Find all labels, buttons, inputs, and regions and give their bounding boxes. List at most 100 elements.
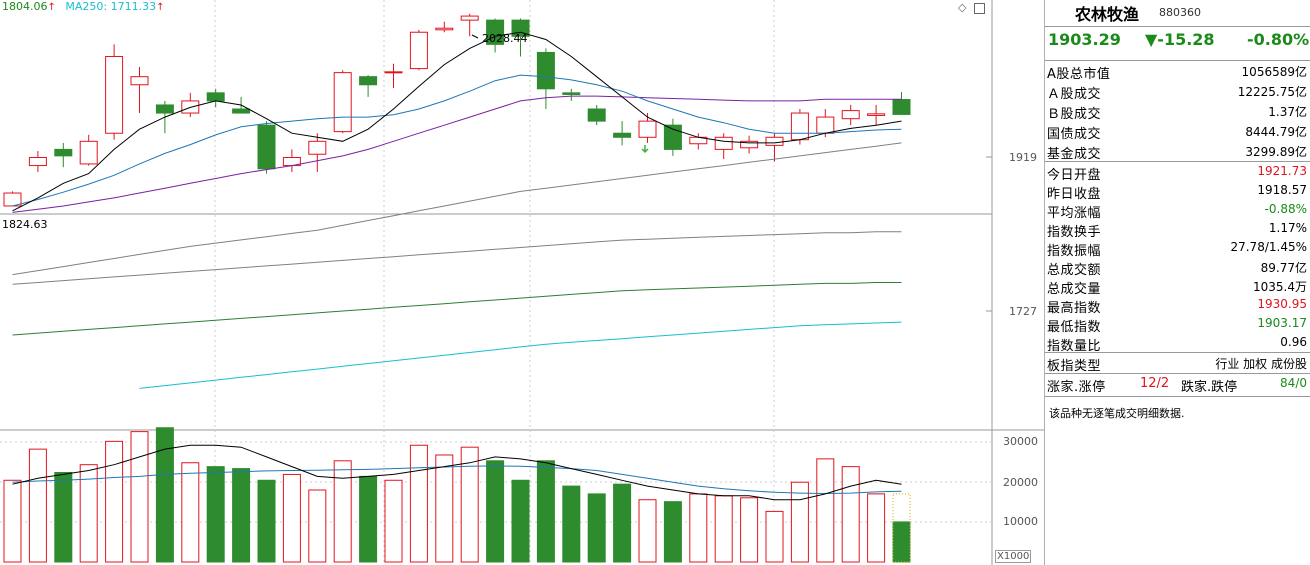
kline-chart-svg[interactable] bbox=[0, 0, 1044, 565]
candle-down bbox=[257, 124, 276, 170]
volume-bar-up bbox=[105, 440, 124, 563]
volume-bar-down bbox=[562, 485, 581, 563]
candle-up bbox=[409, 31, 428, 70]
stat-row: 国债成交 8444.79亿 bbox=[1045, 121, 1309, 142]
volume-bar-up bbox=[409, 444, 428, 563]
price-row: 1903.29 ▼-15.28 -0.80% bbox=[1045, 30, 1310, 54]
candle-up bbox=[790, 112, 809, 141]
stat-row: 指数换手 1.17% bbox=[1045, 219, 1309, 240]
stat-label: 最高指数 bbox=[1047, 301, 1102, 316]
volume-bar-up bbox=[638, 499, 657, 563]
volume-ma5-line bbox=[12, 444, 902, 501]
volume-bar-up bbox=[816, 458, 835, 563]
candle-down bbox=[206, 92, 225, 102]
volume-bar-down bbox=[257, 479, 276, 563]
candle-down bbox=[892, 99, 911, 115]
ma250-line bbox=[139, 321, 902, 389]
candle-up bbox=[28, 156, 47, 167]
volume-bar-up bbox=[841, 466, 860, 563]
volume-bar-down bbox=[663, 501, 682, 563]
stat-row: 最高指数 1930.95 bbox=[1045, 295, 1309, 316]
candle-down bbox=[587, 108, 606, 122]
volume-bar-down bbox=[359, 475, 378, 563]
stat-row: 指数振幅 27.78/1.45% bbox=[1045, 238, 1309, 259]
candle-down bbox=[511, 19, 530, 37]
volume-bar-down bbox=[511, 479, 530, 563]
stat-value: 27.78/1.45% bbox=[1230, 240, 1307, 254]
divider bbox=[1045, 373, 1310, 374]
volume-bar-projected bbox=[892, 493, 911, 563]
volume-bar-up bbox=[714, 495, 733, 563]
candle-up bbox=[105, 55, 124, 134]
stat-value: 1921.73 bbox=[1257, 164, 1307, 178]
ma-current-value: 1804.06↑ bbox=[2, 0, 56, 13]
volume-bar-down bbox=[54, 471, 73, 563]
volume-unit-label: X1000 bbox=[995, 550, 1032, 563]
stat-label: 指数量比 bbox=[1047, 339, 1102, 354]
volume-bar-up bbox=[460, 446, 479, 563]
candle-down bbox=[536, 51, 555, 90]
candle-up bbox=[867, 113, 886, 116]
index-type-label: 板指类型 bbox=[1047, 359, 1102, 374]
divider bbox=[1045, 60, 1310, 61]
volume-bar-up bbox=[435, 454, 454, 563]
candle-up bbox=[740, 140, 759, 149]
volume-bar-up bbox=[79, 464, 98, 563]
volume-bar-up bbox=[3, 479, 22, 563]
volume-bar-up bbox=[308, 489, 327, 563]
candle-up bbox=[460, 15, 479, 21]
volume-bar-up bbox=[181, 462, 200, 563]
candle-up bbox=[435, 27, 454, 31]
stat-label: 最低指数 bbox=[1047, 320, 1102, 335]
volume-bar-up bbox=[867, 493, 886, 563]
candle-up bbox=[816, 116, 835, 134]
candle-up bbox=[714, 136, 733, 150]
stat-label: Ｂ股成交 bbox=[1047, 107, 1102, 122]
stat-row: Ｂ股成交 1.37亿 bbox=[1045, 101, 1309, 122]
stat-row: 基金成交 3299.89亿 bbox=[1045, 141, 1309, 162]
ma10-line bbox=[12, 74, 902, 207]
volume-bar-down bbox=[536, 460, 555, 563]
volume-bar-down bbox=[892, 521, 911, 563]
ma20-line bbox=[12, 95, 902, 213]
stat-label: 昨日收盘 bbox=[1047, 187, 1102, 202]
stat-value: 1056589亿 bbox=[1241, 65, 1307, 79]
ma60-line bbox=[12, 142, 902, 276]
candle-down bbox=[613, 132, 632, 138]
stat-row: 总成交额 89.77亿 bbox=[1045, 257, 1309, 278]
stat-value: 12225.75亿 bbox=[1237, 85, 1307, 99]
candle-up bbox=[841, 110, 860, 120]
stat-label: 平均涨幅 bbox=[1047, 206, 1102, 221]
stat-row: 指数量比 0.96 bbox=[1045, 333, 1309, 354]
price-high-marker: 2028.44 bbox=[482, 32, 528, 45]
stat-value: -0.88% bbox=[1264, 202, 1307, 216]
candle-up bbox=[333, 72, 352, 133]
volume-bar-up bbox=[333, 460, 352, 563]
volume-bar-up bbox=[765, 510, 784, 563]
stat-value: 3299.89亿 bbox=[1245, 145, 1307, 159]
volume-axis-label-10000: 10000 bbox=[1003, 515, 1038, 528]
divider bbox=[1045, 352, 1310, 353]
volume-bar-down bbox=[613, 483, 632, 563]
candle-up bbox=[765, 136, 784, 146]
high-marker-pointer bbox=[471, 34, 479, 39]
kline-chart-area[interactable]: 1804.06↑ MA250: 1711.33↑ ◇ 1919 1727 182… bbox=[0, 0, 1044, 565]
candle-up bbox=[79, 140, 98, 165]
ma5-line bbox=[12, 31, 902, 212]
index-type-value: 行业 加权 成份股 bbox=[1215, 357, 1307, 371]
candle-down bbox=[232, 108, 251, 114]
stat-label: 指数振幅 bbox=[1047, 244, 1102, 259]
stat-label: 总成交额 bbox=[1047, 263, 1102, 278]
candle-down bbox=[562, 92, 581, 95]
quote-panel: 农林牧渔 880360 1903.29 ▼-15.28 -0.80% A股总市值… bbox=[1044, 0, 1310, 565]
candle-down bbox=[155, 104, 174, 114]
sector-code: 880360 bbox=[1159, 6, 1201, 19]
ma120-line bbox=[12, 282, 902, 336]
expand-icon[interactable] bbox=[973, 2, 985, 14]
down-count-value: 84/0 bbox=[1280, 376, 1307, 390]
diamond-icon[interactable]: ◇ bbox=[958, 1, 967, 14]
volume-bar-up bbox=[790, 481, 809, 563]
stat-label: 今日开盘 bbox=[1047, 168, 1102, 183]
stat-label: 指数换手 bbox=[1047, 225, 1102, 240]
candle-down bbox=[54, 148, 73, 157]
